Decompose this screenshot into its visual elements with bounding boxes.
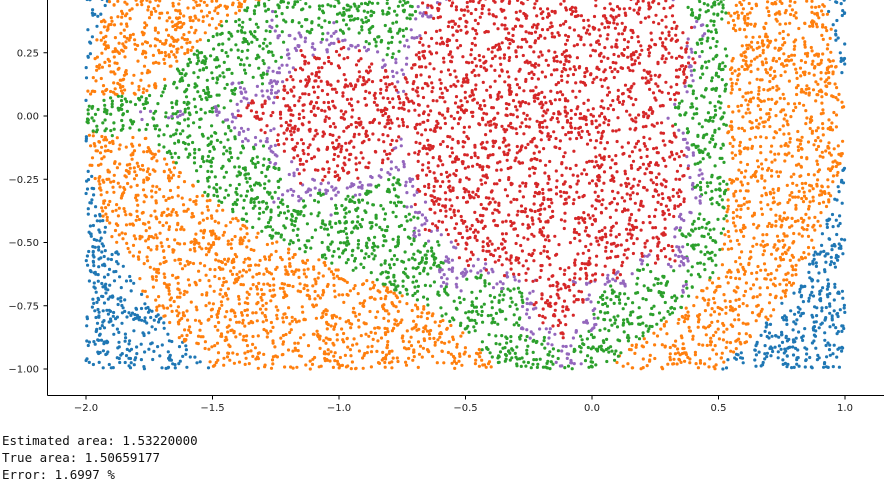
x-tick-label: 1.0 [837, 403, 853, 414]
y-tick-label: 0.00 [17, 112, 39, 123]
true-area-line: True area: 1.50659177 [2, 450, 161, 465]
y-tick-label: −0.25 [8, 175, 39, 186]
series-escape-slow [86, 0, 846, 371]
console-output: Estimated area: 1.53220000 True area: 1.… [2, 432, 198, 483]
series-escape-fast [84, 0, 847, 371]
series-boundary [139, 0, 707, 368]
x-tick-label: 0.5 [711, 403, 727, 414]
y-ticks: 0.25 0.00 −0.25 −0.50 −0.75 −1.00 [8, 48, 48, 376]
y-tick-label: −0.50 [8, 238, 39, 249]
x-tick-label: −2.0 [74, 403, 98, 414]
y-tick-label: −0.75 [8, 301, 39, 312]
error-line: Error: 1.6997 % [2, 467, 115, 482]
x-tick-label: −1.5 [200, 403, 224, 414]
y-tick-label: −1.00 [8, 365, 39, 376]
series-inside-set [236, 0, 697, 340]
x-tick-label: 0.0 [584, 403, 600, 414]
x-tick-label: −1.0 [327, 403, 351, 414]
x-ticks: −2.0 −1.5 −1.0 −0.5 0.0 0.5 1.0 [74, 395, 853, 414]
scatter-chart: −2.0 −1.5 −1.0 −0.5 0.0 0.5 1.0 0.25 0.00 −0.25 −… [8, 0, 884, 414]
estimated-area-line: Estimated area: 1.53220000 [2, 433, 198, 448]
series-near-boundary [85, 0, 729, 371]
y-tick-label: 0.25 [17, 48, 39, 59]
x-tick-label: −0.5 [453, 403, 477, 414]
scatter-points [84, 0, 847, 371]
